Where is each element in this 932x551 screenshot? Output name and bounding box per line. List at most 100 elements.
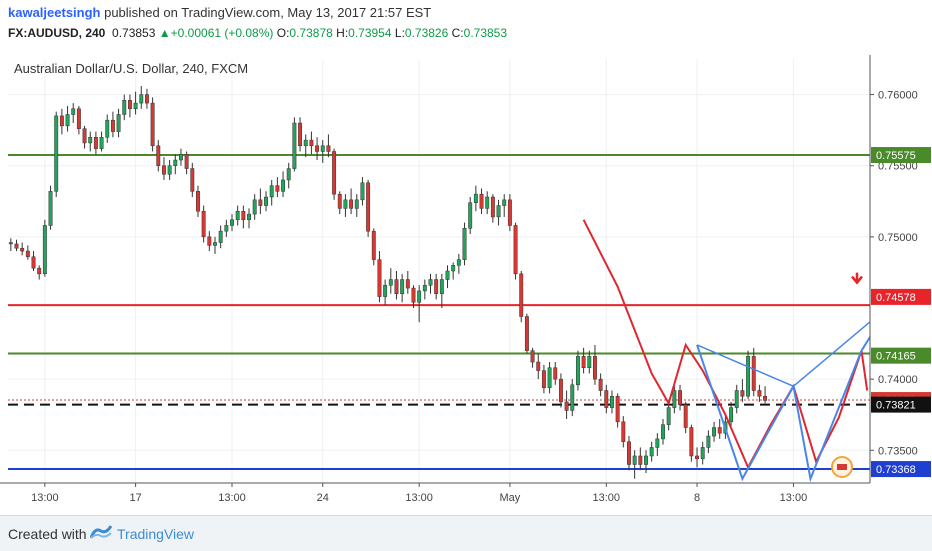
time-tick-label: 13:00 [780,492,808,504]
price-tick-label: 0.73500 [878,445,918,457]
chart-title: Australian Dollar/U.S. Dollar, 240, FXCM [14,61,248,76]
price-axis[interactable]: 0.76000 0.75500 0.75000 0.74000 0.73500 0.755… [869,55,932,515]
candle-body [400,279,405,295]
high-value: 0.73954 [348,26,392,40]
candle-body [428,279,433,286]
candle-body [757,390,762,397]
candle-body [661,424,665,440]
open-value: 0.73878 [289,26,333,40]
time-tick-label: 24 [317,492,329,504]
candle-body [434,279,439,295]
candle-body [615,395,620,423]
candle-body [133,102,138,110]
candle-body [76,108,81,129]
candle-body [320,145,325,152]
publish-info: kawaljeetsingh published on TradingView.… [8,5,431,20]
candle-body [150,102,155,147]
candle-body [292,122,297,169]
author-link[interactable]: kawaljeetsingh [8,5,101,20]
candle-body [14,243,19,249]
candle-body [264,196,268,206]
candle-body [575,356,580,386]
candle-body [717,427,722,434]
candle-body [610,395,614,408]
candle-body [179,154,183,161]
price-chart[interactable]: 0.76000 0.75500 0.75000 0.74000 0.73500 0.755… [0,55,932,515]
horizontal-levels[interactable] [8,154,870,471]
price-tag [871,347,931,364]
tradingview-brand[interactable]: TradingView [117,526,195,542]
candle-body [127,100,132,110]
candle-body [54,115,59,192]
candle-body [275,185,280,192]
price-tick-label: 0.74000 [878,374,918,386]
candle-body [99,137,104,149]
candle-body [496,205,501,218]
candle-body [65,114,70,127]
candle-body [695,455,699,460]
candle-body [672,390,677,408]
candle-body [524,316,529,351]
candle-body [167,165,172,175]
candle-body [621,421,626,442]
price-tag [871,461,931,478]
candle-body [173,159,178,166]
harmonic-patterns[interactable] [582,219,891,483]
candle-body [71,108,76,115]
candle-body [105,119,110,138]
time-tick-label: May [499,492,520,504]
candle-body [649,447,654,457]
candle-body [581,356,586,369]
candle-body [570,384,575,411]
candle-body [349,199,354,209]
candle-body [462,228,467,260]
open-label: O: [276,26,290,40]
candle-body [337,193,342,209]
candle-body [25,250,30,258]
candle-body [558,378,563,403]
candle-body [269,185,274,198]
candle-body [644,455,648,465]
candle-body [388,279,393,286]
candle-body [655,438,660,448]
high-label: H: [336,26,349,40]
price-tag-label: 0.73821 [876,400,916,412]
candle-body [751,356,756,391]
price-tag [871,147,931,164]
candle-body [740,390,745,397]
candle-body [734,390,739,408]
candle-body [394,279,399,295]
candle-body [224,225,229,232]
candle-body [700,447,705,460]
candle-body [627,441,631,465]
price-tick-label: 0.76000 [878,90,918,102]
price-axis-background [870,55,932,515]
candle-body [411,287,416,303]
time-axis[interactable]: 13:00 17 13:00 24 13:00 May 13:00 8 13:00 [0,482,870,504]
close-value: 0.73853 [463,26,508,40]
chart-area[interactable]: 0.76000 0.75500 0.75000 0.74000 0.73500 0.755… [0,55,932,515]
low-value: 0.73826 [404,26,449,40]
time-tick-label: 13:00 [405,492,433,504]
low-label: L: [394,26,405,40]
candle-body [258,199,263,206]
created-with-text: Created with [8,526,87,542]
price-tag-label: 0.73368 [876,464,916,476]
candle-body [281,179,285,192]
grid-lines [8,59,870,483]
candle-body [547,367,552,388]
candle-body [286,168,291,181]
candle-body [763,395,768,401]
candle-body [587,356,592,369]
candle-body [383,284,388,297]
candle-body [230,219,234,226]
candle-body [683,404,688,428]
time-tick-label: 13:00 [593,492,621,504]
candle-body [298,122,303,147]
candle-body [303,139,308,147]
candle-body [678,390,682,405]
candle-body [371,230,376,260]
candle-body [689,427,694,457]
candle-body [31,256,36,269]
candle-body [110,119,115,132]
